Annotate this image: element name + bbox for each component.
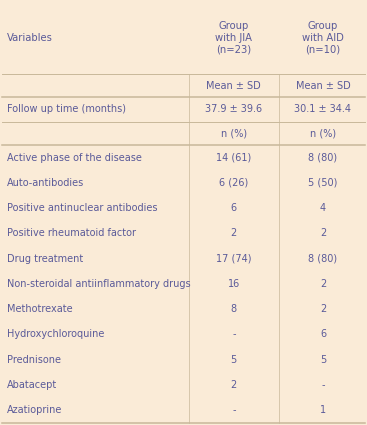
Text: 6: 6 xyxy=(231,203,237,213)
Text: 2: 2 xyxy=(230,380,237,390)
Text: 6: 6 xyxy=(320,329,326,340)
Text: Active phase of the disease: Active phase of the disease xyxy=(7,153,142,163)
Text: 8 (80): 8 (80) xyxy=(308,153,338,163)
Text: n (%): n (%) xyxy=(310,128,336,138)
Text: 2: 2 xyxy=(320,304,326,314)
Text: 30.1 ± 34.4: 30.1 ± 34.4 xyxy=(294,105,352,114)
Text: Methotrexate: Methotrexate xyxy=(7,304,73,314)
Text: Hydroxychloroquine: Hydroxychloroquine xyxy=(7,329,105,340)
Text: Azatioprine: Azatioprine xyxy=(7,405,63,415)
Text: n (%): n (%) xyxy=(221,128,247,138)
Text: 17 (74): 17 (74) xyxy=(216,254,251,264)
Text: 16: 16 xyxy=(228,279,240,289)
Text: Drug treatment: Drug treatment xyxy=(7,254,84,264)
Text: Non-steroidal antiinflammatory drugs: Non-steroidal antiinflammatory drugs xyxy=(7,279,191,289)
Text: 2: 2 xyxy=(320,228,326,238)
Text: Auto-antibodies: Auto-antibodies xyxy=(7,178,84,188)
Text: Variables: Variables xyxy=(7,33,53,43)
Text: Group
with AID
(n=10): Group with AID (n=10) xyxy=(302,22,344,55)
Text: 5: 5 xyxy=(320,355,326,365)
Text: 4: 4 xyxy=(320,203,326,213)
Text: Abatacept: Abatacept xyxy=(7,380,58,390)
Text: 1: 1 xyxy=(320,405,326,415)
Text: Follow up time (months): Follow up time (months) xyxy=(7,105,126,114)
Text: 5: 5 xyxy=(230,355,237,365)
Text: Positive rheumatoid factor: Positive rheumatoid factor xyxy=(7,228,136,238)
Text: 8: 8 xyxy=(231,304,237,314)
Text: 5 (50): 5 (50) xyxy=(308,178,338,188)
Text: Prednisone: Prednisone xyxy=(7,355,61,365)
Text: 14 (61): 14 (61) xyxy=(216,153,251,163)
Text: Mean ± SD: Mean ± SD xyxy=(295,81,350,91)
Text: 8 (80): 8 (80) xyxy=(308,254,338,264)
Text: Mean ± SD: Mean ± SD xyxy=(206,81,261,91)
Text: -: - xyxy=(232,329,236,340)
Text: -: - xyxy=(321,380,325,390)
Text: 6 (26): 6 (26) xyxy=(219,178,248,188)
Text: 2: 2 xyxy=(320,279,326,289)
Text: Positive antinuclear antibodies: Positive antinuclear antibodies xyxy=(7,203,158,213)
Text: 2: 2 xyxy=(230,228,237,238)
Text: -: - xyxy=(232,405,236,415)
Text: Group
with JIA
(n=23): Group with JIA (n=23) xyxy=(215,22,252,55)
Text: 37.9 ± 39.6: 37.9 ± 39.6 xyxy=(205,105,262,114)
